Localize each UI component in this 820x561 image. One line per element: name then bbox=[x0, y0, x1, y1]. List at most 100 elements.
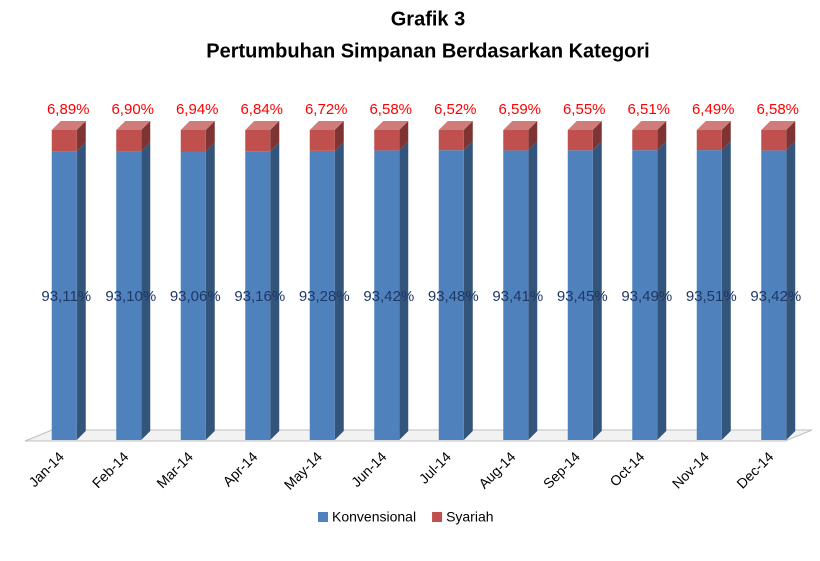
bar-top bbox=[632, 121, 667, 130]
bar-side bbox=[592, 121, 602, 151]
x-tick-label: Jul-14 bbox=[416, 448, 454, 486]
bar bbox=[567, 150, 593, 440]
bar bbox=[503, 130, 529, 151]
data-label: 6,49% bbox=[692, 101, 735, 118]
x-tick-label: Jan-14 bbox=[25, 448, 67, 490]
bar-side bbox=[270, 142, 280, 441]
bar-side bbox=[76, 142, 86, 440]
bar bbox=[696, 130, 722, 151]
data-label: 6,89% bbox=[47, 101, 90, 118]
x-tick-label: Aug-14 bbox=[475, 448, 518, 491]
bar-side bbox=[786, 121, 796, 151]
bar bbox=[503, 150, 529, 440]
bar-side bbox=[721, 121, 731, 151]
bar-side bbox=[657, 141, 667, 440]
bar-top bbox=[245, 121, 280, 130]
legend-label: Konvensional bbox=[332, 509, 416, 525]
bar-top bbox=[438, 121, 473, 130]
bar-side bbox=[76, 121, 86, 152]
bar-side bbox=[463, 141, 473, 440]
bar bbox=[116, 130, 142, 152]
bar-top bbox=[180, 121, 215, 130]
x-tick-label: Dec-14 bbox=[733, 448, 776, 491]
legend-label: Syariah bbox=[446, 509, 493, 525]
bar-top bbox=[116, 121, 151, 130]
bar-top bbox=[503, 121, 538, 130]
data-label: 6,72% bbox=[305, 101, 348, 118]
data-label: 93,16% bbox=[234, 288, 285, 305]
bar-top bbox=[567, 121, 602, 130]
bar-side bbox=[141, 142, 151, 440]
bar-side bbox=[528, 121, 538, 151]
legend-swatch bbox=[318, 512, 328, 522]
data-label: 93,45% bbox=[557, 288, 608, 305]
bar bbox=[180, 151, 206, 440]
x-tick-label: Oct-14 bbox=[606, 448, 647, 489]
legend-swatch bbox=[432, 512, 443, 522]
bar bbox=[374, 130, 400, 151]
data-label: 93,51% bbox=[686, 288, 737, 305]
x-tick-label: Feb-14 bbox=[89, 448, 132, 491]
data-label: 6,90% bbox=[111, 101, 154, 118]
data-label: 6,84% bbox=[240, 101, 283, 118]
bar-side bbox=[399, 121, 409, 151]
data-label: 6,58% bbox=[756, 101, 799, 118]
data-label: 93,41% bbox=[492, 288, 543, 305]
bar bbox=[761, 150, 787, 440]
data-label: 93,11% bbox=[41, 288, 91, 305]
data-label: 6,55% bbox=[563, 101, 606, 118]
x-tick-label: Jun-14 bbox=[348, 448, 390, 490]
bar-side bbox=[657, 121, 667, 151]
bar bbox=[51, 151, 77, 440]
bar bbox=[309, 150, 335, 440]
data-label: 6,58% bbox=[369, 101, 412, 118]
data-label: 93,42% bbox=[750, 288, 801, 305]
bar bbox=[116, 151, 142, 440]
bar-side bbox=[141, 121, 151, 152]
bar bbox=[245, 130, 271, 152]
bar bbox=[632, 130, 658, 151]
bar bbox=[245, 151, 271, 441]
data-label: 93,49% bbox=[621, 288, 672, 305]
bar bbox=[309, 130, 335, 151]
bar-top bbox=[51, 121, 86, 130]
bar-side bbox=[205, 121, 215, 152]
chart-subtitle: Pertumbuhan Simpanan Berdasarkan Kategor… bbox=[206, 40, 649, 62]
x-tick-label: Apr-14 bbox=[219, 448, 260, 489]
bar-top bbox=[696, 121, 731, 130]
bar-side bbox=[334, 141, 344, 440]
data-label: 6,59% bbox=[498, 101, 541, 118]
data-label: 6,94% bbox=[176, 101, 219, 118]
x-tick-label: Mar-14 bbox=[153, 448, 196, 491]
x-tick-label: May-14 bbox=[281, 448, 325, 492]
bar bbox=[696, 150, 722, 440]
bar-side bbox=[463, 121, 473, 151]
data-label: 93,48% bbox=[428, 288, 479, 305]
data-label: 93,10% bbox=[105, 288, 156, 305]
bar-side bbox=[786, 141, 796, 440]
bar-side bbox=[592, 141, 602, 440]
bar-side bbox=[721, 141, 731, 440]
chart-title: Grafik 3 bbox=[391, 8, 465, 30]
bar bbox=[51, 130, 77, 152]
data-label: 6,51% bbox=[627, 101, 670, 118]
bar-top bbox=[309, 121, 344, 130]
bar bbox=[438, 150, 464, 440]
bar bbox=[761, 130, 787, 151]
x-tick-label: Sep-14 bbox=[540, 448, 583, 491]
bar bbox=[438, 130, 464, 151]
bar-side bbox=[528, 141, 538, 440]
x-tick-label: Nov-14 bbox=[669, 448, 712, 491]
data-label: 93,06% bbox=[170, 288, 221, 305]
data-label: 93,28% bbox=[299, 288, 350, 305]
bar-side bbox=[399, 141, 409, 440]
bar bbox=[567, 130, 593, 151]
bar-side bbox=[334, 121, 344, 151]
floor bbox=[24, 429, 813, 442]
bar-side bbox=[205, 142, 215, 440]
data-label: 6,52% bbox=[434, 101, 477, 118]
bar-side bbox=[270, 121, 280, 152]
bar bbox=[374, 150, 400, 440]
